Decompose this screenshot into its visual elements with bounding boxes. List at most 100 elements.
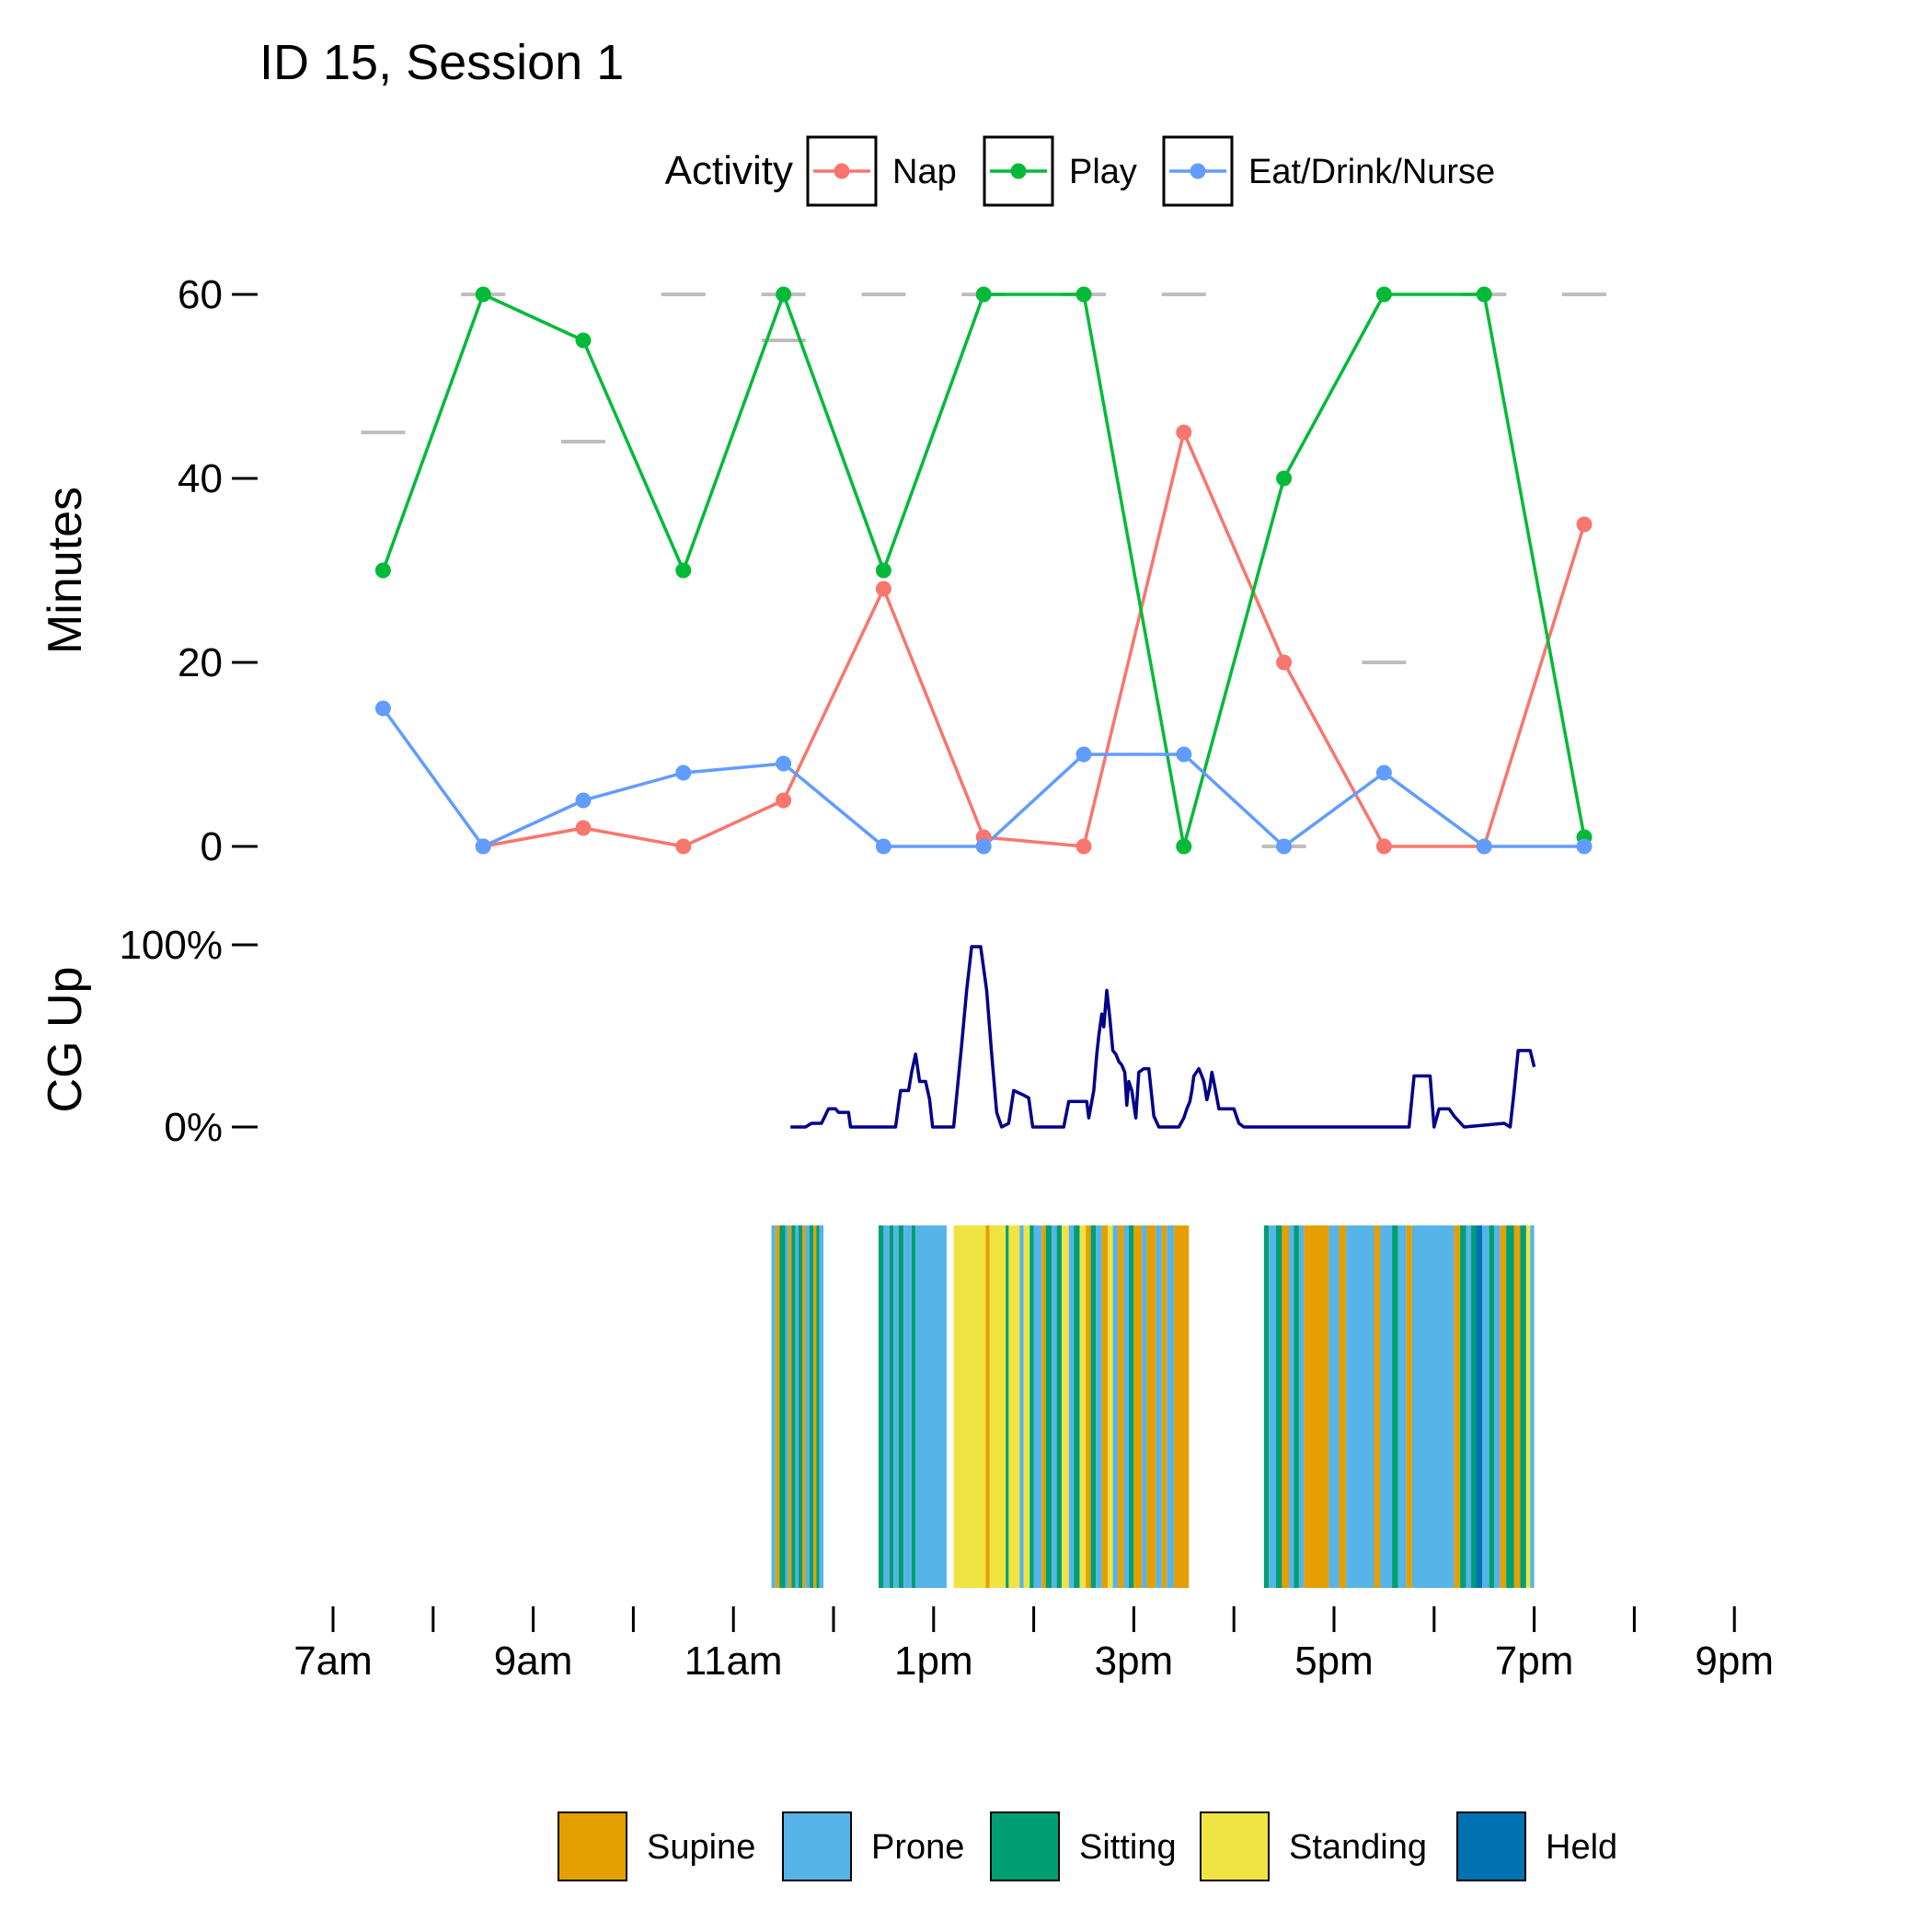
data-point-play [475, 286, 491, 303]
posture-legend-label-sitting: Sitting [1079, 1828, 1177, 1867]
posture-segment-supine [1500, 1225, 1507, 1588]
activity-series-points [374, 286, 1593, 855]
posture-legend-key-sitting [990, 1811, 1060, 1881]
time-tick-label-1pm: 1pm [894, 1639, 973, 1684]
legend-key-point [1010, 163, 1027, 179]
data-point-play [776, 286, 792, 303]
posture-segment-sitting [898, 1225, 904, 1588]
data-point-play [1476, 286, 1492, 303]
activity-series-lines [381, 293, 1586, 848]
time-tick-label-7am: 7am [293, 1639, 373, 1684]
activity-panel: Minutes 0 20 40 60 [39, 272, 1606, 869]
time-x-axis: 7am 9am 11am 1pm 3pm 5pm 7pm 9pm [293, 1606, 1774, 1684]
posture-segment-sitting [791, 1225, 796, 1588]
posture-segment-supine [775, 1225, 780, 1588]
posture-segment-prone [893, 1225, 899, 1588]
data-point-play [575, 332, 592, 349]
posture-segment-prone [1142, 1225, 1147, 1588]
posture-segment-supine [788, 1225, 792, 1588]
legend-label-eat-drink-nurse: Eat/Drink/Nurse [1248, 153, 1495, 191]
posture-legend-label-held: Held [1546, 1828, 1617, 1867]
posture-segment-supine [1454, 1225, 1461, 1588]
posture-segment-supine [1374, 1225, 1381, 1588]
data-point-nap [1075, 838, 1092, 855]
data-point-eat-drink-nurse [1176, 746, 1192, 763]
data-point-play [1176, 838, 1192, 855]
posture-segment-supine [1173, 1225, 1190, 1588]
posture-segment-supine [1304, 1225, 1329, 1588]
posture-segment-sitting [911, 1225, 916, 1588]
posture-segment-sitting [1045, 1225, 1052, 1588]
data-point-eat-drink-nurse [1276, 838, 1293, 855]
minutes-tick-label-40: 40 [178, 456, 223, 501]
posture-segment-supine [1161, 1225, 1167, 1588]
posture-segment-prone [1466, 1225, 1472, 1588]
posture-panel [771, 1225, 1535, 1588]
cg-up-tick-label-100: 100% [119, 923, 223, 968]
minutes-tick-label-0: 0 [201, 824, 223, 869]
posture-segment-sitting [816, 1225, 820, 1588]
posture-segment-sitting [1294, 1225, 1299, 1588]
posture-segment-prone [915, 1225, 947, 1588]
data-point-nap [776, 792, 792, 809]
activity-legend: Activity Nap Play Eat/Drink/Nurse [665, 135, 1495, 207]
posture-segment-supine [813, 1225, 817, 1588]
posture-segment-prone [795, 1225, 799, 1588]
posture-segment-sitting [1263, 1225, 1270, 1588]
time-tick-label-5pm: 5pm [1294, 1639, 1374, 1684]
legend-entry-eat-drink-nurse: Eat/Drink/Nurse [1162, 135, 1495, 207]
posture-legend-key-standing [1200, 1811, 1270, 1881]
posture-segment-supine [802, 1225, 806, 1588]
posture-segment-supine [1146, 1225, 1156, 1588]
time-tick-label-7pm: 7pm [1495, 1639, 1574, 1684]
activity-legend-title: Activity [665, 148, 793, 193]
data-point-play [374, 562, 391, 579]
minutes-tick-label-60: 60 [178, 272, 223, 317]
posture-segment-prone [1052, 1225, 1057, 1588]
coverage-reference-marks [361, 293, 1606, 848]
posture-segment-prone [1019, 1225, 1024, 1588]
posture-legend: Supine Prone Sitting Standing Held [558, 1811, 1617, 1881]
posture-segment-sitting [798, 1225, 803, 1588]
posture-segment-prone [1068, 1225, 1075, 1588]
cg-up-tick-label-0: 0% [164, 1105, 223, 1150]
posture-legend-key-held [1456, 1811, 1526, 1881]
time-tick-label-9am: 9am [494, 1639, 573, 1684]
cg-up-axis-title: CG Up [39, 967, 92, 1113]
data-point-nap [575, 820, 592, 836]
posture-segment-standing [1525, 1225, 1531, 1588]
posture-segment-sitting [809, 1225, 814, 1588]
minutes-axis-title: Minutes [39, 487, 92, 654]
legend-label-nap: Nap [892, 153, 957, 191]
posture-segment-prone [903, 1225, 912, 1588]
posture-segment-standing [953, 1225, 986, 1588]
posture-segment-prone [771, 1225, 776, 1588]
posture-segment-sitting [1090, 1225, 1097, 1588]
posture-segment-prone [1156, 1225, 1162, 1588]
posture-legend-entry-sitting: Sitting [990, 1811, 1177, 1881]
posture-legend-label-standing: Standing [1289, 1828, 1427, 1867]
data-point-eat-drink-nurse [1476, 838, 1492, 855]
posture-segment-standing [1023, 1225, 1030, 1588]
data-point-eat-drink-nurse [875, 838, 891, 855]
posture-segment-prone [819, 1225, 824, 1588]
data-point-nap [1375, 838, 1392, 855]
data-point-nap [675, 838, 692, 855]
posture-segment-prone [1289, 1225, 1294, 1588]
data-point-nap [1276, 654, 1293, 671]
posture-legend-entry-held: Held [1456, 1811, 1617, 1881]
cg-up-y-axis: 0% 100% [119, 923, 258, 1150]
posture-segment-supine [985, 1225, 990, 1588]
cg-up-line [790, 945, 1536, 1129]
data-point-eat-drink-nurse [374, 700, 391, 717]
posture-segment-standing [1108, 1225, 1113, 1588]
legend-key-point [1190, 163, 1206, 179]
posture-segment-prone [805, 1225, 810, 1588]
legend-entry-nap: Nap [806, 135, 957, 207]
posture-segment-prone [1346, 1225, 1374, 1588]
posture-segment-sitting [889, 1225, 894, 1588]
posture-segment-sitting [1506, 1225, 1514, 1588]
posture-segment-prone [1328, 1225, 1340, 1588]
data-point-play [875, 562, 891, 579]
